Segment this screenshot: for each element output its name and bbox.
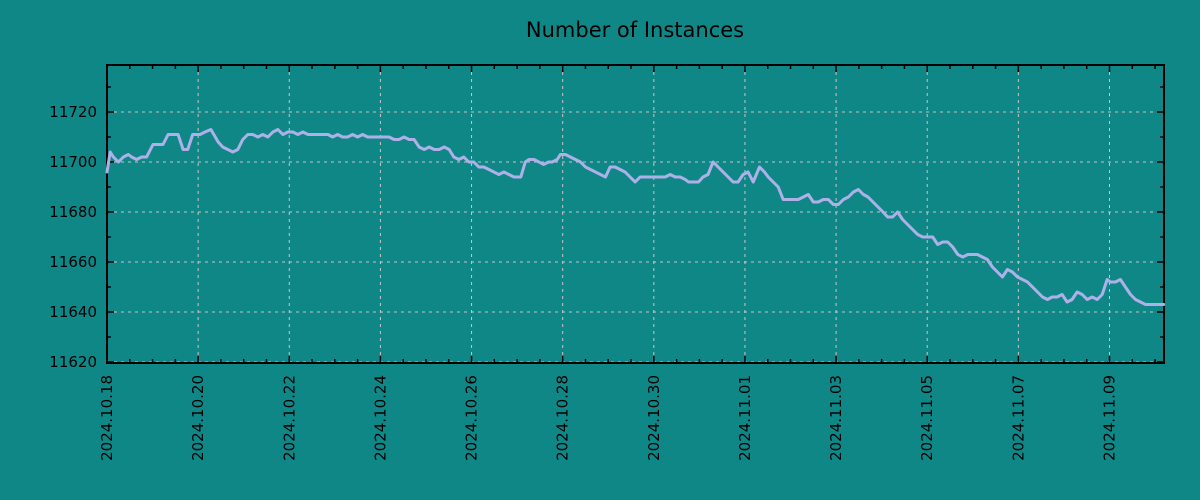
axis-ticks: [106, 65, 1164, 363]
y-tick-labels: 11620 11640 11660 11680 11700 11720: [49, 103, 97, 371]
y-tick-label: 11620: [49, 353, 97, 371]
series-line-instances: [105, 128, 1166, 306]
x-tick-label: 2024.11.07: [1009, 375, 1027, 461]
x-tick-label: 2024.10.30: [645, 375, 663, 461]
x-tick-label: 2024.10.28: [554, 375, 572, 461]
x-tick-label: 2024.11.01: [736, 375, 754, 461]
x-tick-label: 2024.10.26: [463, 375, 481, 461]
y-tick-label: 11640: [49, 303, 97, 321]
x-tick-label: 2024.10.18: [98, 375, 116, 461]
x-tick-label: 2024.10.22: [280, 375, 298, 461]
x-tick-label: 2024.10.20: [189, 375, 207, 461]
x-tick-label: 2024.11.03: [827, 375, 845, 461]
gridlines: [106, 65, 1164, 363]
x-tick-label: 2024.11.09: [1101, 375, 1119, 461]
series-group: [105, 128, 1166, 306]
y-tick-label: 11700: [49, 153, 97, 171]
y-tick-label: 11720: [49, 103, 97, 121]
x-tick-label: 2024.10.24: [371, 375, 389, 461]
x-tick-labels: 2024.10.18 2024.10.20 2024.10.22 2024.10.24…: [98, 375, 1119, 461]
chart-title: Number of Instances: [526, 18, 744, 42]
plot-border: [106, 64, 1165, 364]
x-tick-label: 2024.11.05: [918, 375, 936, 461]
y-tick-label: 11680: [49, 203, 97, 221]
y-tick-label: 11660: [49, 253, 97, 271]
